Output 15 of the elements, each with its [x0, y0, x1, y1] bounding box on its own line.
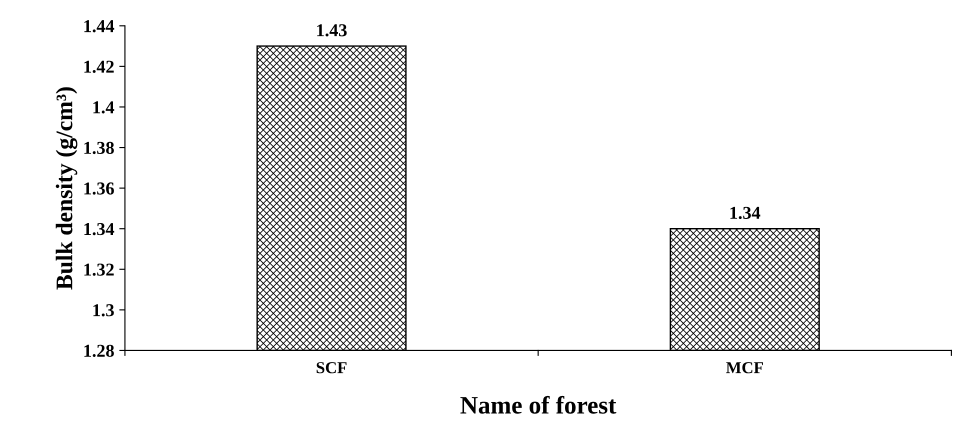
x-axis-title: Name of forest — [460, 396, 616, 414]
y-axis-title: Bulk density (g/cm³) — [56, 87, 78, 290]
y-tick-label: 1.4 — [93, 101, 114, 114]
y-tick-label: 1.34 — [84, 223, 114, 236]
x-tick-label: SCF — [316, 362, 346, 374]
y-tick-label: 1.28 — [84, 344, 114, 357]
y-tick-label: 1.44 — [84, 20, 114, 32]
y-tick-label: 1.32 — [84, 264, 114, 276]
x-tick-label: MCF — [726, 362, 763, 374]
data-label: 1.43 — [317, 24, 347, 36]
y-tick-label: 1.38 — [84, 142, 114, 154]
y-tick-label: 1.42 — [84, 60, 114, 73]
data-label: 1.34 — [730, 206, 760, 220]
y-tick-label: 1.36 — [84, 182, 114, 195]
y-tick-label: 1.3 — [93, 304, 114, 316]
